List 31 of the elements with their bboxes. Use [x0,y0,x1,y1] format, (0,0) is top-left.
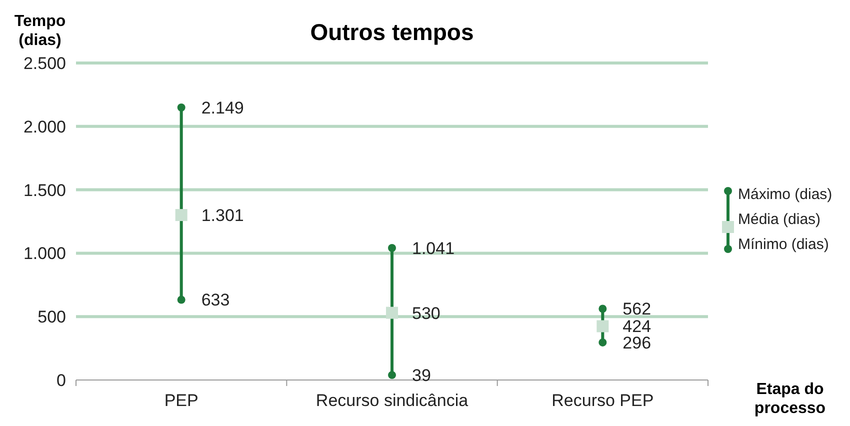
point [388,371,396,380]
point [386,306,398,319]
point [598,338,607,346]
point [596,320,609,332]
data-label: 633 [201,290,230,310]
chart-title: Outros tempos [310,19,474,45]
y-tick-label: 2.500 [23,54,66,73]
legend-label: Média (dias) [738,211,821,228]
x-axis-title: Etapa do processo [754,381,826,417]
point [598,304,607,313]
y-tick-label: 2.000 [23,117,66,136]
data-label: 1.301 [201,206,244,226]
legend-label: Mínimo (dias) [738,236,829,253]
data-label: 2.149 [201,98,244,118]
y-tick-label: 0 [56,371,66,390]
data-label: 1.041 [412,239,455,258]
legend-label: Máximo (dias) [738,186,832,203]
y-tick-label: 1.000 [23,244,66,264]
point [388,244,396,252]
point [177,104,186,112]
point [175,209,188,222]
y-axis-title: Tempo (dias) [14,13,66,50]
x-tick-label: Recurso PEP [552,391,654,410]
y-tick-label: 500 [38,308,66,327]
data-label: 530 [412,304,440,323]
x-tick-label: Recurso sindicância [316,391,469,410]
data-label: 39 [412,366,431,386]
x-tick-label: PEP [164,391,198,410]
y-tick-label: 1.500 [23,180,66,200]
point [177,296,186,304]
data-label: 562 [622,300,652,319]
